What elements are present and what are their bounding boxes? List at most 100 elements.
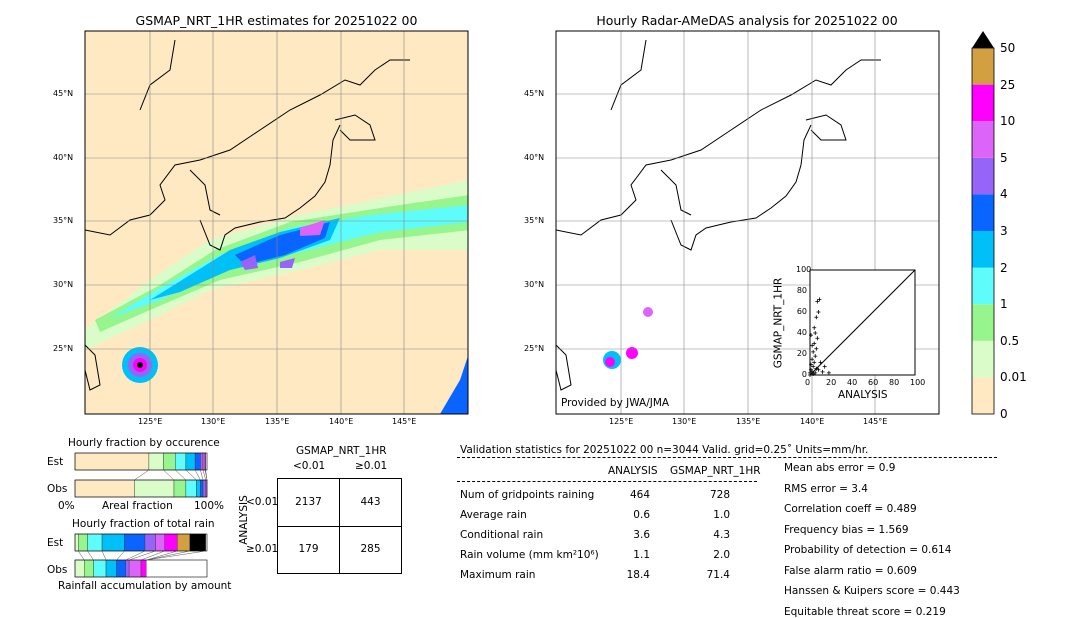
cell-hits-neg: 2137 bbox=[295, 496, 322, 508]
scatter-point bbox=[811, 364, 816, 369]
occ-est-segment bbox=[148, 452, 164, 471]
stat-row-label: Rain volume (mm km²10⁶) bbox=[460, 549, 599, 561]
rain-est-segment bbox=[189, 533, 206, 552]
colorbar-swatch bbox=[972, 304, 994, 341]
scatter-point bbox=[813, 354, 818, 359]
scatter-point bbox=[815, 336, 820, 341]
contingency-title: GSMAP_NRT_1HR bbox=[296, 445, 387, 457]
left-map-title: GSMAP_NRT_1HR estimates for 20251022 00 bbox=[135, 13, 418, 28]
scatter-point bbox=[815, 299, 820, 304]
scatter-y-tick: 20 bbox=[796, 349, 807, 358]
col-analysis: ANALYSIS bbox=[608, 465, 658, 477]
colorbar-label: 3 bbox=[1000, 224, 1008, 238]
col-label-ge: ≥0.01 bbox=[355, 460, 388, 472]
scatter-point bbox=[810, 357, 815, 362]
scatter-point bbox=[812, 360, 817, 365]
stat-analysis-value: 18.4 bbox=[626, 569, 650, 581]
credit-text: Provided by JWA/JMA bbox=[561, 397, 670, 409]
col-gsmap: GSMAP_NRT_1HR bbox=[670, 465, 761, 477]
lon-tick-label: 145°E bbox=[863, 417, 888, 426]
rain-est-segment bbox=[101, 533, 125, 552]
rain-est-segment bbox=[74, 533, 79, 552]
scatter-x-tick: 80 bbox=[889, 378, 900, 387]
scatter-point bbox=[813, 370, 818, 375]
rain-obs-segment bbox=[84, 559, 94, 578]
lon-tick-label: 130°E bbox=[672, 417, 697, 426]
rain-obs-segment bbox=[140, 559, 147, 578]
colorbar-label: 10 bbox=[1000, 114, 1016, 129]
colorbar-label: 50 bbox=[1000, 41, 1016, 55]
lat-tick-label: 40°N bbox=[524, 153, 545, 162]
colorbar-swatch bbox=[972, 267, 994, 305]
rain-obs-segment bbox=[105, 559, 117, 578]
stats-header: Validation statistics for 20251022 00 n=… bbox=[460, 444, 869, 456]
lon-tick-label: 140°E bbox=[800, 417, 825, 426]
scatter-x-tick: 0 bbox=[805, 378, 811, 387]
rain-est-label: Est bbox=[47, 537, 64, 549]
scatter-x-tick: 40 bbox=[847, 378, 858, 387]
colorbar-label: 25 bbox=[1000, 77, 1016, 92]
scatter-point bbox=[810, 369, 815, 374]
rain-obs-segment bbox=[128, 559, 142, 578]
scatter-y-tick: 100 bbox=[796, 265, 812, 274]
colorbar-label: 2 bbox=[1000, 260, 1008, 275]
rain-est-segment bbox=[177, 533, 191, 552]
scatter-point bbox=[812, 341, 817, 346]
lon-tick-label: 135°E bbox=[265, 417, 290, 426]
rain-obs-segment bbox=[116, 559, 127, 578]
lat-tick-label: 35°N bbox=[524, 216, 545, 225]
lat-tick-label: 25°N bbox=[524, 344, 545, 353]
occ-obs-segment bbox=[173, 479, 187, 498]
scatter-point bbox=[808, 370, 812, 375]
lon-tick-label: 125°E bbox=[609, 417, 634, 426]
occ-est-frame bbox=[74, 452, 208, 471]
occ-obs-segment bbox=[185, 479, 197, 498]
rain-title: Hourly fraction of total rain bbox=[72, 518, 215, 530]
colorbar-swatch bbox=[972, 194, 994, 231]
scatter-y-tick: 40 bbox=[796, 328, 807, 337]
score-line: Probability of detection = 0.614 bbox=[784, 544, 952, 556]
scatter-point bbox=[816, 367, 821, 372]
stat-gsmap-value: 2.0 bbox=[713, 549, 730, 561]
lat-tick-label: 45°N bbox=[524, 89, 545, 98]
stat-row-label: Conditional rain bbox=[460, 529, 544, 541]
rain-xlabel: Rainfall accumulation by amount bbox=[58, 580, 232, 592]
occ-obs-frame bbox=[74, 479, 208, 498]
scatter-point bbox=[814, 315, 819, 320]
scatter-point bbox=[818, 360, 823, 365]
lat-tick-label: 45°N bbox=[53, 89, 74, 98]
occ-obs-segment bbox=[74, 479, 135, 498]
lat-tick-label: 30°N bbox=[53, 280, 74, 289]
occ-est-segment bbox=[74, 452, 150, 471]
lon-tick-label: 135°E bbox=[736, 417, 761, 426]
lat-tick-label: 25°N bbox=[53, 344, 74, 353]
cell-miss: 179 bbox=[298, 543, 319, 555]
colorbar-swatch bbox=[972, 377, 994, 414]
occ-xlabel: Areal fraction bbox=[102, 500, 173, 512]
cell-hit: 285 bbox=[360, 543, 381, 555]
occ-obs-segment bbox=[200, 479, 204, 498]
lon-tick-label: 145°E bbox=[392, 417, 417, 426]
scatter-ylabel: GSMAP_NRT_1HR bbox=[772, 277, 785, 369]
stat-row-label: Average rain bbox=[460, 509, 527, 521]
lon-tick-label: 140°E bbox=[329, 417, 354, 426]
rain-est-frame bbox=[74, 533, 208, 552]
scatter-point bbox=[811, 371, 816, 376]
scatter-y-tick: 60 bbox=[796, 307, 807, 316]
scatter-x-tick: 100 bbox=[910, 378, 926, 387]
occ-est-segment bbox=[204, 452, 206, 471]
colorbar bbox=[971, 31, 995, 415]
occ-est-segment bbox=[200, 452, 204, 471]
rain-est-segment bbox=[87, 533, 103, 552]
rain-est-segment bbox=[124, 533, 146, 552]
colorbar-label: 1 bbox=[1000, 297, 1008, 312]
colorbar-label: 0.01 bbox=[1000, 370, 1027, 385]
colorbar-extend-triangle bbox=[972, 31, 994, 48]
left-map bbox=[84, 30, 469, 415]
occ-obs-segment bbox=[134, 479, 175, 498]
occ-obs-segment bbox=[202, 479, 206, 498]
stat-analysis-value: 0.6 bbox=[633, 509, 650, 521]
occ-x-min: 0% bbox=[58, 500, 75, 512]
score-line: Mean abs error = 0.9 bbox=[784, 462, 896, 474]
